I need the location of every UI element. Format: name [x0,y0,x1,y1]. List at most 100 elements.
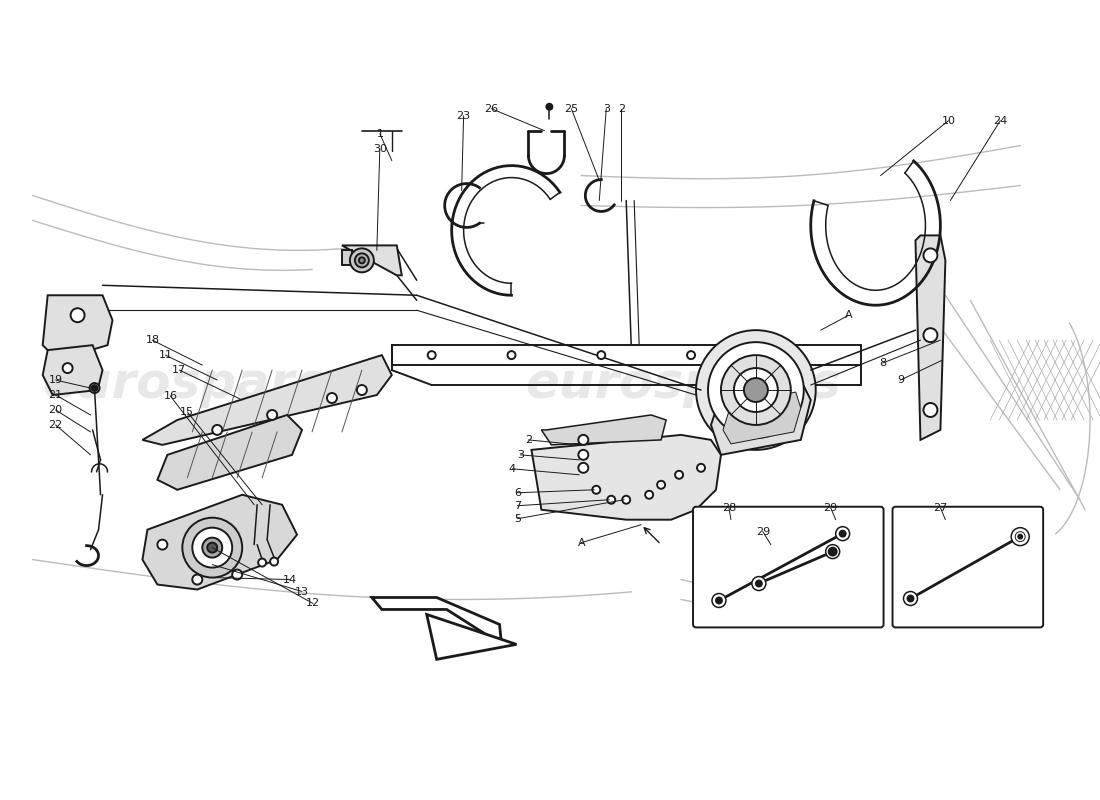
Text: 5: 5 [514,514,521,524]
Polygon shape [142,494,297,590]
Text: 3: 3 [517,450,524,460]
Polygon shape [711,380,811,455]
Circle shape [675,471,683,478]
Circle shape [708,342,804,438]
Text: 9: 9 [896,375,904,385]
Circle shape [91,385,98,391]
Circle shape [923,403,937,417]
Text: 2: 2 [618,104,625,114]
Text: 6: 6 [514,488,521,498]
Polygon shape [723,392,801,444]
Circle shape [688,351,695,359]
Circle shape [756,581,762,586]
Polygon shape [43,295,112,360]
Circle shape [70,308,85,322]
FancyBboxPatch shape [892,506,1043,627]
Text: 22: 22 [48,420,63,430]
Circle shape [192,574,202,585]
Circle shape [597,351,605,359]
Circle shape [258,558,266,566]
Text: 12: 12 [306,598,320,609]
Text: 11: 11 [158,350,173,360]
Polygon shape [541,415,667,445]
Circle shape [623,496,630,504]
Text: 18: 18 [145,335,160,345]
Text: 2: 2 [525,435,532,445]
Polygon shape [142,355,392,445]
Polygon shape [157,415,302,490]
Circle shape [202,538,222,558]
Text: 26: 26 [484,104,498,114]
Circle shape [908,595,913,602]
Text: 20: 20 [48,405,63,415]
Circle shape [267,410,277,420]
Circle shape [752,577,766,590]
Circle shape [579,450,588,460]
Circle shape [828,548,837,556]
Text: 30: 30 [373,144,387,154]
Text: 8: 8 [879,358,887,368]
Circle shape [547,104,552,110]
Polygon shape [427,614,517,659]
Circle shape [712,594,726,607]
Polygon shape [342,246,402,275]
Circle shape [579,435,588,445]
Circle shape [716,598,722,603]
Text: 4: 4 [509,464,516,474]
Circle shape [903,591,917,606]
Polygon shape [342,250,352,266]
Text: eurospares: eurospares [525,360,842,408]
Text: 1: 1 [376,129,383,138]
Circle shape [157,540,167,550]
Circle shape [192,528,232,567]
Circle shape [696,330,816,450]
Circle shape [507,351,516,359]
Circle shape [271,558,278,566]
Text: 28: 28 [722,502,736,513]
Text: 27: 27 [933,502,947,513]
Text: 15: 15 [180,407,195,417]
Circle shape [777,351,784,359]
Text: 17: 17 [173,365,186,375]
Text: 29: 29 [824,502,838,513]
Circle shape [607,496,615,504]
Circle shape [1015,532,1025,542]
Text: 25: 25 [564,104,579,114]
Text: 14: 14 [283,574,297,585]
Polygon shape [915,235,945,440]
Text: 29: 29 [756,526,770,537]
Text: 19: 19 [48,375,63,385]
Text: A: A [845,310,853,320]
Text: 3: 3 [603,104,609,114]
Circle shape [720,355,791,425]
Circle shape [697,464,705,472]
Text: A: A [578,538,585,548]
Circle shape [212,425,222,435]
Circle shape [207,542,217,553]
Circle shape [355,254,368,267]
Polygon shape [372,598,502,644]
Text: 13: 13 [295,586,309,597]
Text: 7: 7 [514,501,521,510]
Circle shape [923,248,937,262]
Circle shape [428,351,436,359]
FancyBboxPatch shape [693,506,883,627]
Circle shape [356,385,367,395]
Circle shape [350,248,374,272]
Circle shape [836,526,849,541]
Circle shape [657,481,665,489]
Text: 10: 10 [942,116,956,126]
Circle shape [1019,534,1022,538]
Polygon shape [531,435,720,520]
Circle shape [646,490,653,498]
Circle shape [826,545,839,558]
Circle shape [734,368,778,412]
Circle shape [923,328,937,342]
Text: 21: 21 [48,390,63,400]
Circle shape [839,530,846,537]
Circle shape [592,486,601,494]
Text: eurospares: eurospares [42,360,359,408]
Circle shape [744,378,768,402]
Circle shape [183,518,242,578]
Text: 16: 16 [164,391,177,401]
